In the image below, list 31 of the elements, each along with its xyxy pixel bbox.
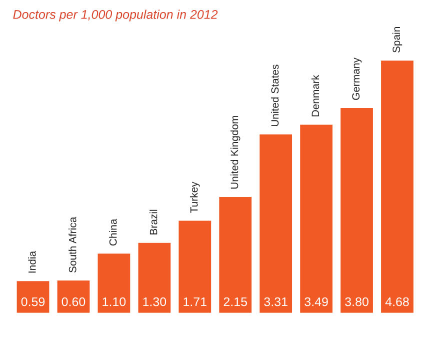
data-label: 2.15 xyxy=(224,297,248,306)
bar xyxy=(178,220,212,313)
x-tick-label: Turkey xyxy=(190,182,200,213)
bar xyxy=(16,281,50,313)
bar xyxy=(98,254,130,313)
bar xyxy=(219,196,252,313)
data-label: 3.49 xyxy=(304,297,328,306)
x-tick-label: Spain xyxy=(392,27,402,53)
data-label: 1.71 xyxy=(184,297,206,306)
data-label: 1.30 xyxy=(143,297,166,306)
x-tick-label: United States xyxy=(270,64,279,126)
x-tick-label: Brazil xyxy=(150,210,158,234)
bar xyxy=(340,108,373,313)
data-label: 4.68 xyxy=(385,297,409,306)
bar xyxy=(300,124,332,313)
bar xyxy=(381,60,414,313)
data-label: 1.10 xyxy=(102,297,126,306)
x-tick-label: India xyxy=(28,250,36,273)
data-label: 3.31 xyxy=(264,297,288,306)
bar xyxy=(260,134,292,313)
data-label: 0.59 xyxy=(21,297,45,306)
x-tick-label: United Kingdom xyxy=(230,116,240,189)
data-label: 3.80 xyxy=(345,297,368,306)
bar xyxy=(138,242,171,313)
x-tick-label: Denmark xyxy=(311,74,320,116)
bar xyxy=(57,280,90,313)
x-tick-label: China xyxy=(109,218,117,246)
x-tick-label: South Africa xyxy=(68,216,76,273)
x-tick-label: Germany xyxy=(352,58,362,100)
data-label: 0.60 xyxy=(62,297,86,306)
chart-title: Doctors per 1,000 population in 2012 xyxy=(13,10,218,22)
